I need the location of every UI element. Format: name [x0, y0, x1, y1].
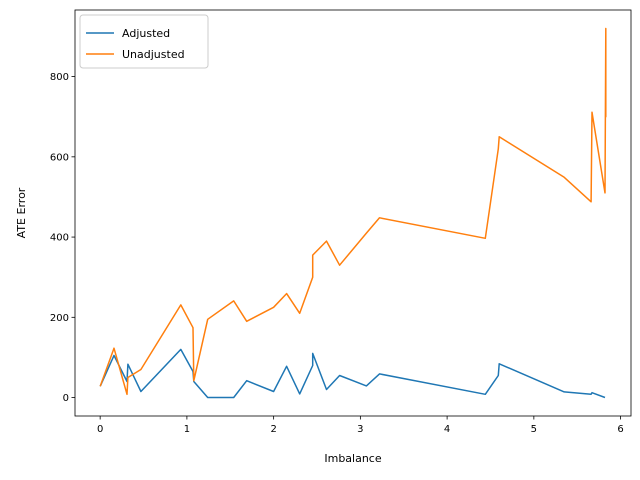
legend-label-unadjusted: Unadjusted	[122, 48, 185, 61]
x-axis-label: Imbalance	[324, 452, 381, 465]
x-tick-label: 6	[617, 424, 623, 435]
y-axis-label: ATE Error	[15, 187, 28, 238]
x-tick-label: 1	[184, 424, 190, 435]
series-line-adjusted	[99, 348, 606, 399]
plot-lines	[99, 27, 607, 399]
y-tick-label: 600	[50, 152, 69, 163]
plot-frame	[74, 9, 632, 417]
x-tick-label: 2	[270, 424, 276, 435]
x-tick-label: 4	[444, 424, 450, 435]
x-tick-label: 3	[357, 424, 363, 435]
y-tick-label: 400	[50, 233, 69, 244]
legend: Adjusted Unadjusted	[79, 14, 209, 69]
x-tick-label: 5	[531, 424, 537, 435]
y-tick-label: 200	[50, 313, 69, 324]
series-line-unadjusted	[99, 27, 607, 396]
y-tick-label: 800	[50, 72, 69, 83]
x-tick-label: 0	[97, 424, 103, 435]
y-tick-label: 0	[63, 393, 69, 404]
legend-label-adjusted: Adjusted	[122, 27, 170, 40]
y-axis-ticks: 0 200 400 600 800	[50, 72, 75, 404]
x-axis-ticks: 0 1 2 3 4 5 6	[97, 416, 624, 435]
